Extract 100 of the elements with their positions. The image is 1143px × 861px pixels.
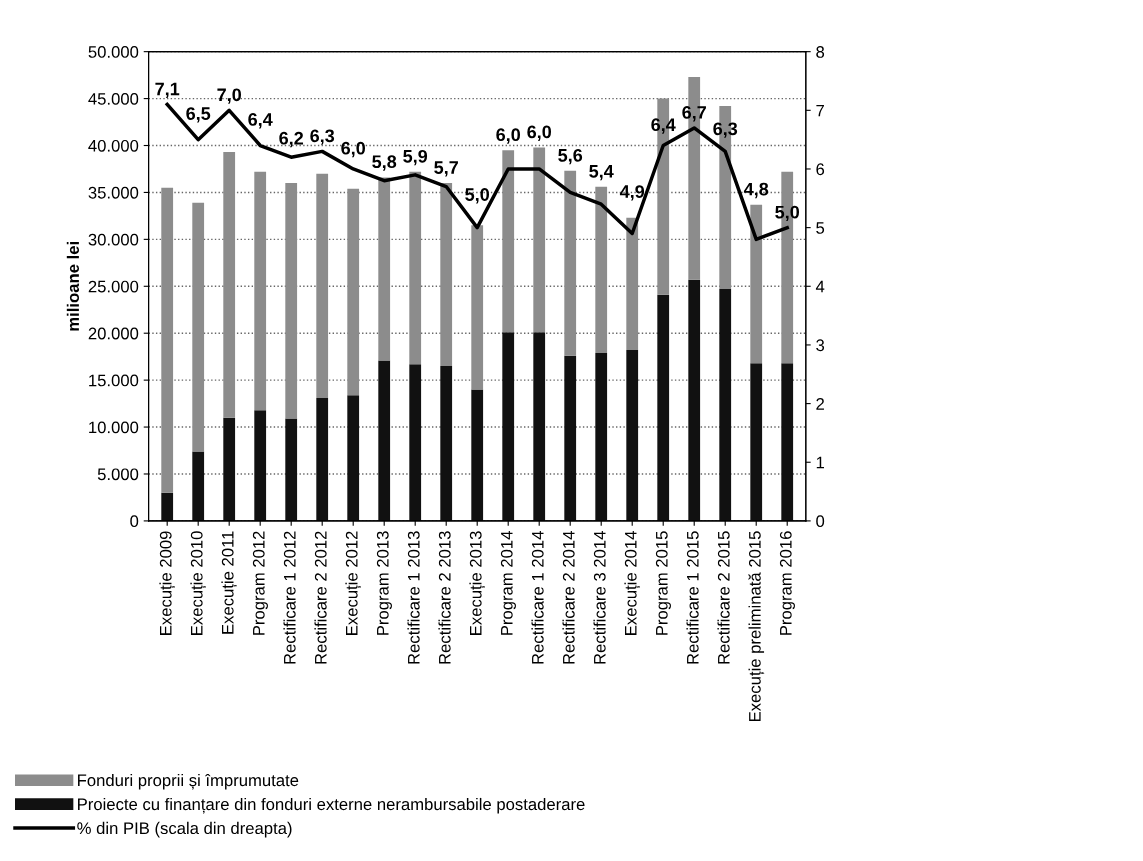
data-label: 7,1: [155, 82, 180, 98]
y-tick-label: 0: [130, 515, 139, 528]
bar: [285, 418, 298, 521]
bar: [471, 225, 484, 390]
x-tick-label: Rectificare 2 2014: [562, 531, 575, 664]
bar: [223, 417, 236, 521]
legend-label: Fonduri proprii și împrumutate: [78, 773, 299, 790]
data-label: 6,5: [186, 107, 211, 123]
data-label: 6,4: [248, 113, 273, 129]
bar: [719, 289, 732, 521]
bar: [533, 147, 546, 333]
x-tick-label: Rectificare 1 2012: [283, 531, 296, 664]
bar: [657, 294, 670, 521]
data-label: 6,0: [527, 125, 552, 141]
y-tick-label: 40.000: [88, 139, 139, 152]
data-label: 4,8: [743, 182, 769, 199]
y-tick-label: 30.000: [88, 233, 139, 246]
y-tick-label: 50.000: [88, 46, 139, 58]
y2-tick-label: 0: [816, 515, 825, 528]
bar: [502, 150, 515, 333]
bar: [285, 183, 298, 419]
bar: [626, 217, 639, 351]
bar: [223, 152, 236, 418]
bar: [471, 389, 484, 521]
bar: [502, 332, 515, 521]
bar: [595, 186, 608, 353]
data-label: 5,0: [775, 205, 800, 222]
data-label: 5,4: [589, 165, 614, 181]
data-label: 6,0: [341, 141, 366, 158]
bar: [347, 395, 360, 521]
bar: [440, 183, 453, 367]
bar: [440, 366, 453, 521]
y-tick-label: 5.000: [97, 468, 139, 481]
bar: [564, 355, 577, 521]
x-tick-label: Execuție 2010: [190, 531, 206, 635]
bar: [781, 363, 794, 521]
y-tick-label: 20.000: [88, 327, 139, 340]
data-label: 4,9: [619, 185, 645, 201]
x-tick-label: Rectificare 2 2012: [314, 531, 327, 664]
data-label: 6,3: [713, 122, 738, 138]
bar: [161, 492, 174, 521]
bar: [316, 173, 329, 398]
x-tick-label: Rectificare 2 2015: [717, 531, 730, 664]
bar: [347, 188, 360, 396]
legend-label: Proiecte cu finanțare din fonduri externe nerambursabile postaderare: [78, 797, 585, 814]
bar: [409, 364, 422, 521]
bar: [564, 170, 577, 356]
bar: [409, 171, 422, 365]
bar: [192, 451, 205, 521]
y2-tick-label: 4: [815, 280, 825, 293]
bar: [254, 171, 267, 411]
x-tick-label: Rectificare 1 2014: [531, 531, 544, 664]
bar: [626, 350, 639, 521]
bar: [750, 204, 763, 364]
x-tick-label: Rectificare 3 2014: [593, 531, 606, 664]
bar: [533, 332, 546, 521]
data-label: 6,2: [279, 131, 304, 148]
y2-tick-label: 6: [816, 163, 825, 176]
x-tick-label: Rectificare 2 2013: [438, 531, 451, 664]
bar: [254, 410, 267, 521]
x-tick-label: Execuție 2014: [624, 531, 641, 635]
bar: [378, 360, 391, 521]
y2-tick-label: 5: [816, 222, 825, 234]
y2-tick-label: 1: [816, 456, 824, 469]
y-tick-label: 10.000: [89, 421, 139, 434]
data-label: 6,4: [651, 118, 676, 134]
bar: [595, 352, 608, 521]
y-axis-title: milioane lei: [66, 242, 80, 331]
bar: [688, 279, 701, 521]
x-tick-label: Rectificare 1 2013: [407, 531, 420, 664]
x-tick-label: Program 2014: [500, 531, 516, 635]
y2-tick-label: 7: [816, 104, 824, 117]
bar: [161, 187, 174, 493]
x-tick-label: Execuție 2011: [221, 531, 237, 634]
data-label: 5,8: [372, 155, 397, 171]
data-label: 5,7: [434, 161, 458, 177]
x-tick-label: Execuție preliminată 2015: [748, 531, 765, 722]
x-tick-label: Rectificare 1 2015: [686, 531, 699, 664]
y2-tick-label: 3: [816, 339, 825, 352]
data-label: 6,7: [682, 106, 706, 122]
x-tick-label: Program 2013: [376, 531, 392, 635]
y-tick-label: 45.000: [88, 92, 139, 105]
y2-tick-label: 2: [816, 397, 824, 410]
legend-label: % din PIB (scala din dreapta): [77, 821, 292, 838]
bar: [750, 363, 763, 521]
y-tick-label: 25.000: [88, 280, 139, 293]
y-tick-label: 35.000: [88, 186, 139, 199]
x-tick-label: Execuție 2013: [469, 531, 486, 635]
data-label: 5,0: [465, 188, 490, 204]
y2-tick-label: 8: [816, 46, 825, 58]
data-label: 6,0: [496, 128, 521, 144]
y-tick-label: 15.000: [89, 374, 139, 387]
x-tick-label: Program 2016: [779, 531, 795, 635]
data-label: 5,9: [403, 149, 428, 166]
bar: [316, 397, 329, 521]
data-label: 6,3: [310, 129, 335, 145]
x-tick-label: Execuție 2009: [159, 531, 175, 635]
data-label: 5,6: [558, 148, 583, 165]
x-tick-label: Program 2015: [655, 531, 671, 635]
data-label: 7,0: [217, 88, 241, 104]
